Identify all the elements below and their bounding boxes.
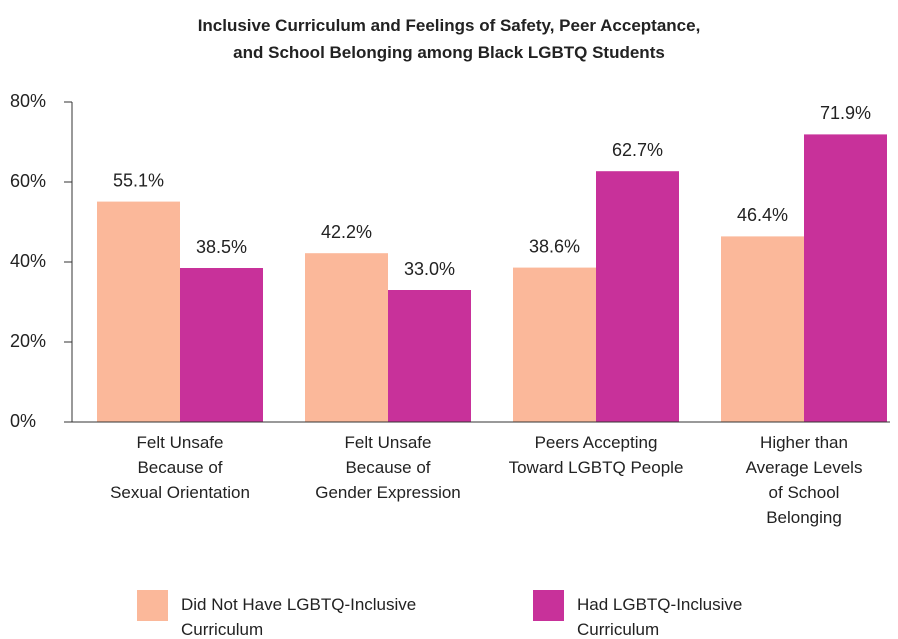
x-tick-label: Peers Accepting Toward LGBTQ People xyxy=(508,433,684,477)
legend-swatch xyxy=(533,590,564,621)
chart-title: Inclusive Curriculum and Feelings of Saf… xyxy=(197,16,701,62)
value-label: 33.0% xyxy=(404,259,455,279)
value-label: 46.4% xyxy=(737,205,788,225)
value-label: 38.5% xyxy=(196,237,247,257)
value-label: 38.6% xyxy=(529,236,580,256)
bar xyxy=(721,236,804,422)
x-tick-label: Higher than Average Levels of School Bel… xyxy=(745,433,863,527)
y-tick-label: 0% xyxy=(10,411,36,431)
bar xyxy=(513,267,596,422)
value-label: 55.1% xyxy=(113,170,164,190)
value-label: 71.9% xyxy=(820,103,871,123)
bar xyxy=(804,134,887,422)
bar xyxy=(596,171,679,422)
bar xyxy=(388,290,471,422)
bar xyxy=(305,253,388,422)
y-tick-label: 60% xyxy=(10,171,46,191)
legend-swatch xyxy=(137,590,168,621)
legend-label: Did Not Have LGBTQ-Inclusive Curriculum xyxy=(181,595,417,639)
x-tick-label: Felt Unsafe Because of Gender Expression xyxy=(315,433,461,502)
bar xyxy=(97,201,180,422)
value-label: 42.2% xyxy=(321,222,372,242)
y-tick-label: 40% xyxy=(10,251,46,271)
x-tick-label: Felt Unsafe Because of Sexual Orientatio… xyxy=(110,433,250,502)
y-tick-label: 80% xyxy=(10,91,46,111)
legend-label: Had LGBTQ-Inclusive Curriculum xyxy=(577,595,743,639)
y-tick-label: 20% xyxy=(10,331,46,351)
bar xyxy=(180,268,263,422)
value-label: 62.7% xyxy=(612,140,663,160)
